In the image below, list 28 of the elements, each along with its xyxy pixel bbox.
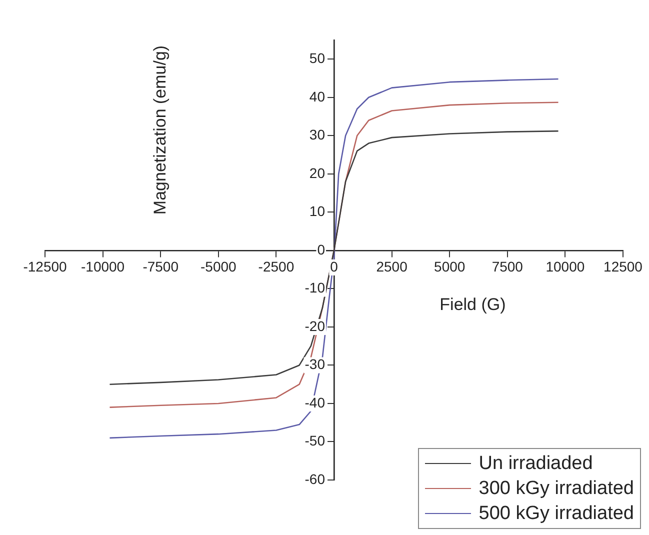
x-tick-label: -10000 [81,258,125,274]
x-tick-label: 10000 [546,258,585,274]
y-tick-label: -30 [304,356,326,372]
y-tick-label: -10 [304,280,326,296]
y-tick-label: 40 [309,88,326,104]
x-tick-label: 0 [330,258,338,274]
legend-label: 500 kGy irradiated [478,502,634,524]
x-axis-title: Field (G) [440,295,506,314]
x-tick-label: 7500 [492,258,524,274]
y-tick-label: 10 [309,203,326,220]
legend-label: Un irradiaded [478,452,593,474]
y-tick-label: -60 [304,470,326,487]
x-tick-label: 5000 [434,258,466,274]
y-tick-label: 50 [309,50,326,66]
y-tick-label: 20 [309,164,326,181]
y-tick-label: 0 [317,241,326,258]
x-tick-label: 12500 [604,258,643,274]
x-tick-label: 2500 [376,258,408,274]
x-tick-label: -2500 [258,258,294,274]
y-tick-label: 30 [309,126,326,143]
legend-label: 300 kGy irradiated [478,478,634,500]
x-tick-label: -5000 [200,258,237,274]
y-axis-title: Magnetization (emu/g) [150,45,170,215]
y-tick-label: -40 [304,394,326,410]
x-tick-label: -12500 [23,258,68,274]
y-tick-label: -20 [304,318,326,334]
y-tick-label: -50 [304,432,326,449]
x-tick-label: -7500 [142,258,179,274]
